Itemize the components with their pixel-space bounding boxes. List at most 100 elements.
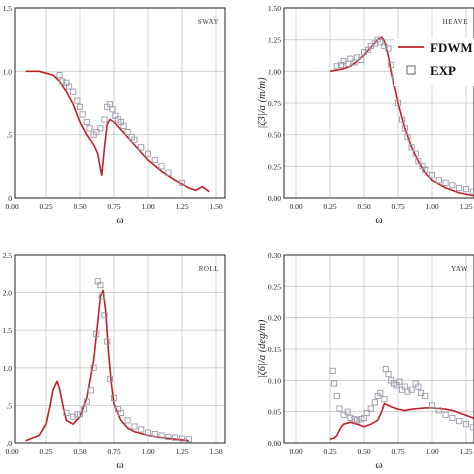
data-point-exp <box>363 409 370 416</box>
data-point-exp <box>358 56 365 63</box>
x-tick-label: 0.75 <box>391 202 404 211</box>
y-tick-label: .5 <box>6 401 12 410</box>
data-point-exp <box>165 433 172 441</box>
data-point-exp <box>449 414 456 421</box>
data-point-exp <box>331 380 338 387</box>
legend-label-fdwm: FDWM <box>430 40 473 55</box>
y-tick-label: 1.0 <box>3 364 13 373</box>
data-point-exp <box>456 184 463 191</box>
data-point-exp <box>333 392 340 400</box>
data-point-exp <box>144 429 152 436</box>
plot-frame <box>14 254 226 444</box>
x-axis-label: ω <box>116 459 123 471</box>
data-point-exp <box>59 78 66 85</box>
panel-label: SWAY <box>198 18 219 26</box>
data-point-exp <box>428 402 436 409</box>
x-tick-label: 1.00 <box>141 447 154 456</box>
plot-area <box>329 366 474 440</box>
data-point-exp <box>442 411 449 418</box>
data-point-exp <box>87 387 94 394</box>
y-tick-label: .0 <box>6 439 12 448</box>
data-point-exp <box>329 367 336 374</box>
plot-area <box>329 36 474 197</box>
data-point-exp <box>435 407 442 414</box>
plot-frame <box>283 7 474 199</box>
data-point-exp <box>109 106 116 113</box>
data-point-exp <box>138 144 145 151</box>
data-point-exp <box>56 72 63 79</box>
data-point-exp <box>394 99 402 107</box>
plot-area <box>25 70 210 193</box>
data-point-exp <box>81 406 88 413</box>
data-point-exp <box>449 182 456 189</box>
panel-label: HEAVE <box>443 18 468 26</box>
panel-sway: 0.00 0.25 0.50 0.75 1.00 1.25 1.50 0 .5 1.0 1.5 ω SW… <box>3 4 226 226</box>
series-line-fdwm <box>329 36 474 197</box>
data-point-exp <box>63 409 70 416</box>
plot-area <box>25 278 192 443</box>
x-tick-label: 1.50 <box>209 447 222 456</box>
data-point-exp <box>76 103 84 110</box>
data-point-exp <box>385 45 392 52</box>
data-point-exp <box>124 417 131 424</box>
x-axis-label: ω <box>375 459 382 471</box>
data-point-exp <box>172 434 179 441</box>
data-point-exp <box>101 116 108 123</box>
y-axis-label: |ζ6|/a (deg/m) <box>257 319 268 378</box>
x-axis-label: ω <box>116 214 123 226</box>
y-tick-label: 2.0 <box>3 289 13 298</box>
x-tick-label: 0.50 <box>73 202 86 211</box>
data-point-exp <box>185 436 192 443</box>
data-point-exp <box>151 430 158 438</box>
y-tick-label: 0.15 <box>268 345 281 354</box>
data-point-exp <box>469 188 474 195</box>
data-point-exp <box>456 418 463 425</box>
y-tick-label: .5 <box>6 131 12 140</box>
data-point-exp <box>93 129 100 136</box>
x-tick-label: 0.25 <box>323 202 336 211</box>
data-point-exp <box>340 411 347 418</box>
panel-heave: 0.00 0.25 0.50 0.75 1.00 1.25 0.00 0.25 0.50 0.75… <box>257 4 474 226</box>
y-tick-label: 0 <box>8 194 12 203</box>
x-tick-label: 0.00 <box>289 202 302 211</box>
data-point-exp <box>354 417 361 424</box>
x-tick-label: 1.25 <box>459 447 472 456</box>
x-tick-label: 0.50 <box>73 447 86 456</box>
x-tick-label: 1.00 <box>425 202 438 211</box>
data-point-exp <box>138 426 145 433</box>
data-point-exp <box>76 411 84 418</box>
data-point-exp <box>131 136 138 143</box>
data-point-exp <box>70 88 77 95</box>
data-point-exp <box>101 312 108 319</box>
data-point-exp <box>415 383 422 390</box>
y-tick-label: 1.50 <box>268 4 281 13</box>
y-tick-label: 0.05 <box>268 408 281 417</box>
y-tick-label: 0.30 <box>268 251 281 260</box>
data-point-exp <box>422 167 429 174</box>
series-line-fdwm <box>25 70 210 193</box>
data-point-exp <box>404 388 411 395</box>
data-point-exp <box>367 405 374 412</box>
x-tick-label: 0.00 <box>5 447 18 456</box>
data-point-exp <box>158 163 165 170</box>
data-point-exp <box>385 371 392 378</box>
y-tick-label: 0.00 <box>268 439 281 448</box>
legend-background <box>394 38 474 86</box>
data-point-exp <box>66 83 73 90</box>
data-point-exp <box>178 179 186 186</box>
panel-label: ROLL <box>199 265 219 273</box>
y-tick-label: 1.25 <box>268 36 281 45</box>
data-point-exp <box>74 97 81 104</box>
data-point-exp <box>165 169 172 176</box>
x-tick-label: 1.00 <box>141 202 154 211</box>
data-point-exp <box>90 364 97 371</box>
y-tick-label: 1.00 <box>268 67 281 76</box>
data-point-exp <box>377 389 384 396</box>
data-point-exp <box>83 118 90 126</box>
plot-frame <box>283 254 474 444</box>
data-point-exp <box>462 186 470 193</box>
y-tick-label: 0.00 <box>268 194 281 203</box>
y-tick-label: 0.25 <box>268 162 281 171</box>
data-point-exp <box>428 172 436 179</box>
series-line-fdwm <box>25 289 189 442</box>
